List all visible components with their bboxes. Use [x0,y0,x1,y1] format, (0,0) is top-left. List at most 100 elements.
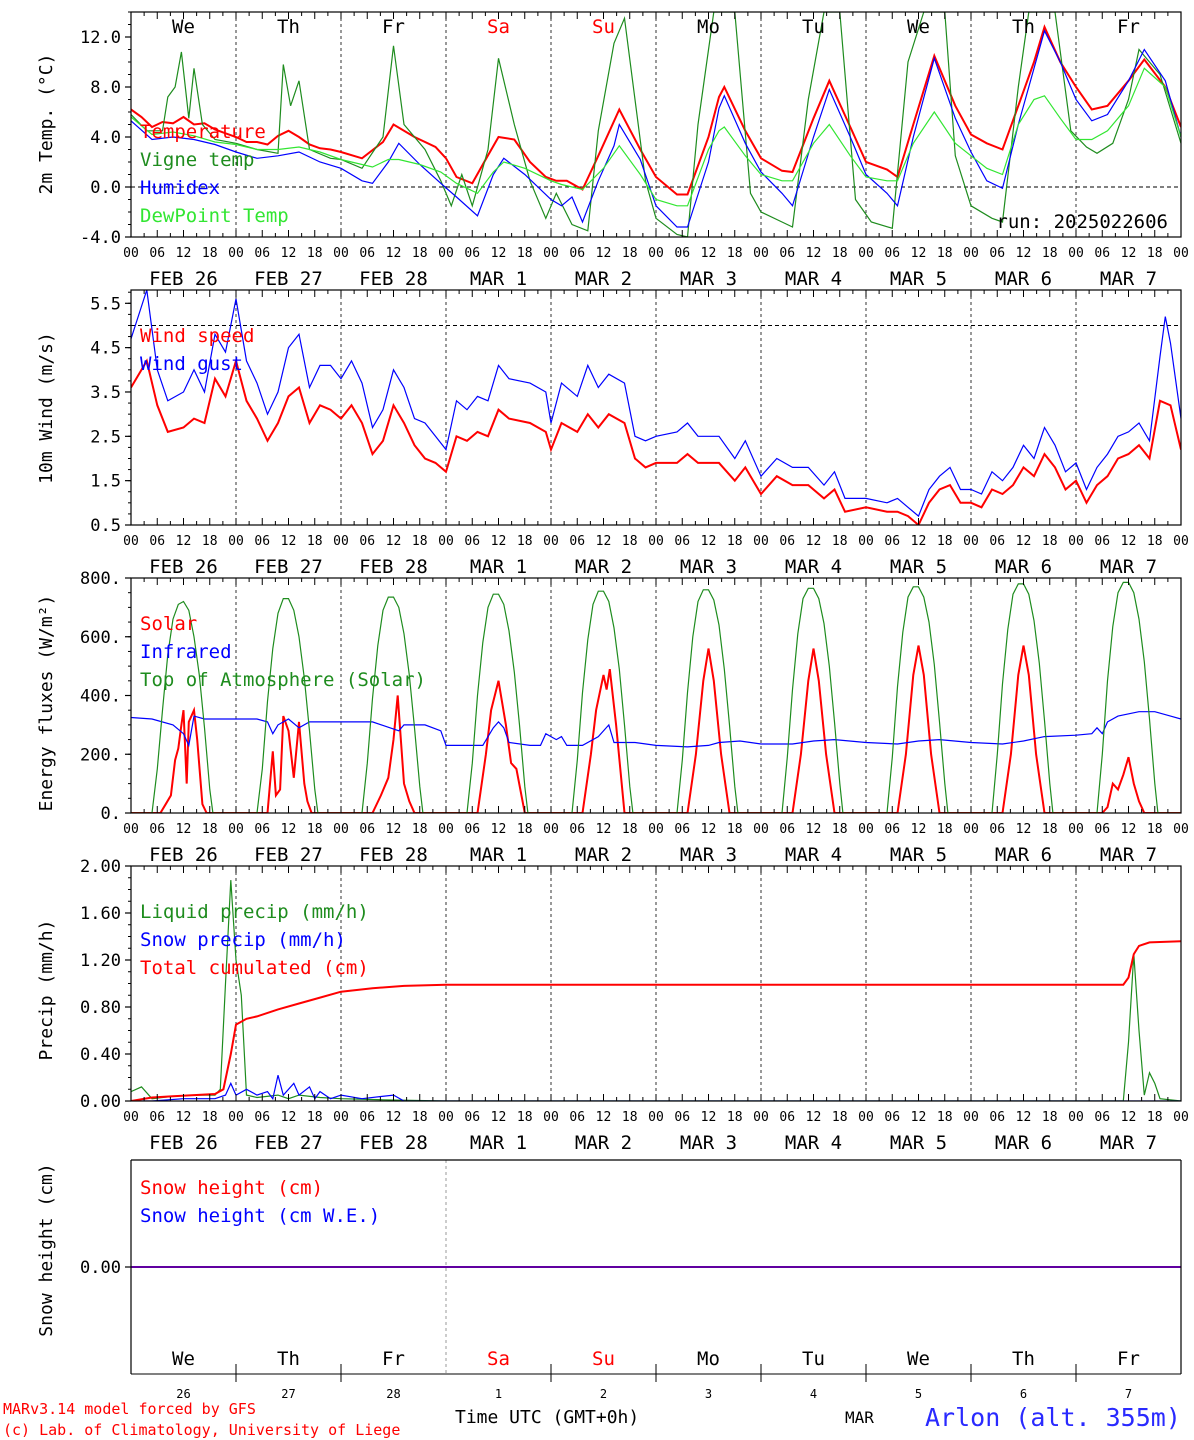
hour-tick-label: 00 [543,534,559,549]
weekday-label: Th [277,1348,300,1370]
date-label: MAR 7 [1100,844,1157,866]
date-label: FEB 26 [149,268,218,290]
hour-tick-label: 06 [254,246,270,261]
y-tick-label: 1.5 [90,472,121,492]
hour-tick-label: 18 [517,822,533,837]
hour-tick-label: 12 [701,822,717,837]
y-tick-label: 8.0 [90,78,121,98]
hour-tick-label: 12 [911,1110,927,1125]
hour-tick-label: 12 [806,822,822,837]
day-number-label: 2 [600,1387,607,1401]
y-tick-label: 600. [80,628,121,648]
hour-tick-label: 06 [569,822,585,837]
hour-tick-label: 18 [1042,822,1058,837]
hour-tick-label: 18 [832,534,848,549]
hour-tick-label: 12 [176,822,192,837]
y-tick-label: 400. [80,687,121,707]
legend-entry: Snow height (cm W.E.) [140,1205,380,1227]
hour-tick-label: 18 [622,1110,638,1125]
panel-5: 0.00 Snow height (cm) Snow height (cm) Snow… [36,1159,1182,1401]
hour-tick-label: 00 [543,1110,559,1125]
hour-tick-label: 00 [543,246,559,261]
date-label: MAR 1 [470,844,527,866]
hour-tick-label: 12 [1016,1110,1032,1125]
hour-tick-label: 06 [254,534,270,549]
y-tick-label: 800. [80,569,121,589]
hour-tick-label: 06 [989,822,1005,837]
hour-tick-label: 18 [202,822,218,837]
hour-tick-label: 18 [307,534,323,549]
date-label: MAR 3 [680,556,737,578]
day-number-label: 3 [705,1387,712,1401]
hour-tick-label: 18 [937,534,953,549]
hour-tick-label: 00 [648,822,664,837]
hour-tick-label: 06 [989,534,1005,549]
date-label: FEB 26 [149,1132,218,1154]
hour-tick-label: 18 [1042,246,1058,261]
hour-tick-label: 12 [491,246,507,261]
hour-tick-label: 12 [176,1110,192,1125]
date-label: MAR 2 [575,268,632,290]
hour-tick-label: 00 [753,822,769,837]
hour-tick-label: 12 [1016,822,1032,837]
hour-tick-label: 06 [149,1110,165,1125]
hour-tick-label: 12 [1016,246,1032,261]
hour-tick-label: 18 [937,1110,953,1125]
y-axis-title: 10m Wind (m/s) [36,332,57,484]
weekday-label: Tu [802,1348,825,1370]
hour-tick-label: 06 [569,534,585,549]
series-line-snow-precip-mm-h- [131,1075,1181,1101]
date-label: MAR 6 [995,268,1052,290]
hour-tick-label: 06 [1094,1110,1110,1125]
hour-tick-label: 18 [727,246,743,261]
hour-tick-label: 06 [989,246,1005,261]
y-tick-label: 1.20 [80,951,121,971]
month-label: MAR [845,1408,874,1427]
hour-tick-label: 00 [753,246,769,261]
hour-tick-label: 00 [648,534,664,549]
hour-tick-label: 12 [1121,822,1137,837]
hour-tick-label: 00 [123,534,139,549]
hour-tick-label: 00 [753,1110,769,1125]
date-label: MAR 1 [470,1132,527,1154]
date-label: FEB 27 [254,556,323,578]
hour-tick-label: 12 [491,1110,507,1125]
date-label: FEB 28 [359,844,428,866]
day-number-label: 4 [810,1387,817,1401]
hour-tick-label: 00 [228,534,244,549]
hour-tick-label: 18 [622,246,638,261]
y-axis-title: Energy fluxes (W/m²) [36,595,57,812]
hour-tick-label: 06 [464,822,480,837]
y-tick-label: 0.40 [80,1045,121,1065]
weekday-label: We [907,16,930,38]
y-axis-title: 2m Temp. (°C) [36,54,57,195]
date-label: FEB 28 [359,1132,428,1154]
date-label: MAR 1 [470,556,527,578]
hour-tick-label: 00 [753,534,769,549]
hour-tick-label: 06 [779,534,795,549]
date-label: FEB 28 [359,556,428,578]
weekday-label: We [172,16,195,38]
hour-tick-label: 00 [858,822,874,837]
panel-4: 0.00 0.40 0.80 1.20 1.60 2.00 Precip (mm/h) Liq… [36,857,1189,1154]
hour-tick-label: 00 [858,246,874,261]
hour-tick-label: 12 [1121,1110,1137,1125]
weekday-label: We [907,1348,930,1370]
date-label: FEB 26 [149,844,218,866]
hour-tick-label: 18 [1147,246,1163,261]
series-line-infrared [131,711,1181,748]
hour-tick-label: 12 [1121,534,1137,549]
hour-tick-label: 18 [832,822,848,837]
date-label: MAR 6 [995,1132,1052,1154]
date-label: MAR 5 [890,844,947,866]
y-tick-label: 4.0 [90,128,121,148]
hour-tick-label: 00 [1173,822,1189,837]
day-number-label: 7 [1125,1387,1132,1401]
date-label: MAR 2 [575,1132,632,1154]
y-tick-label: 0.5 [90,516,121,536]
hour-tick-label: 18 [832,246,848,261]
weekday-label: Mo [697,1348,720,1370]
model-credit: MARv3.14 model forced by GFS [3,1400,256,1418]
hour-tick-label: 06 [464,534,480,549]
